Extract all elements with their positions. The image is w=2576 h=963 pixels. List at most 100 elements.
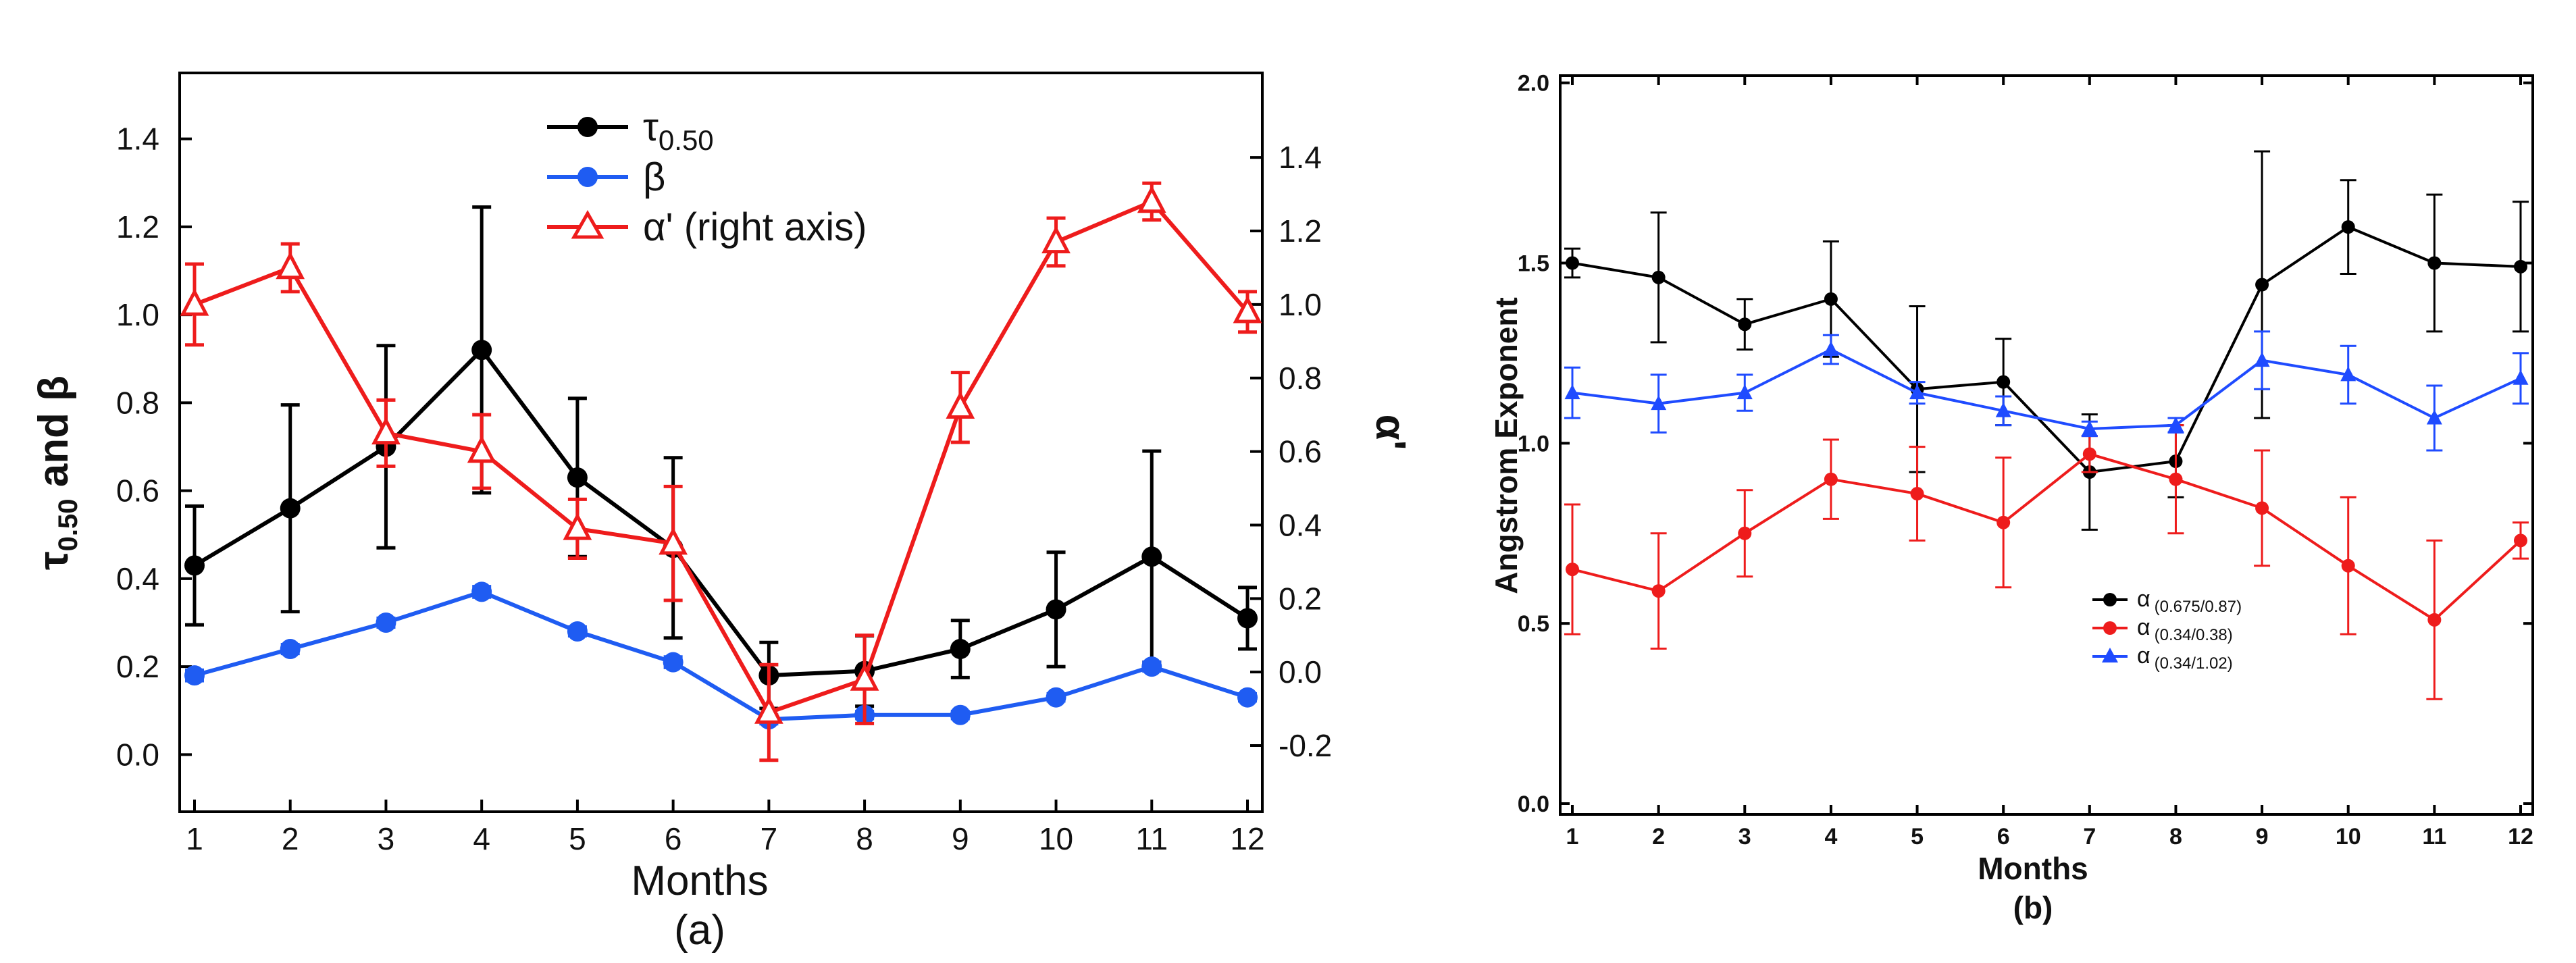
legend-alpha-34-102-sub: (0.34/1.02)	[2155, 654, 2233, 673]
legend-label-tau: τ0.50	[643, 105, 714, 156]
data-point	[1738, 317, 1752, 332]
legend-marker-alpha-prime	[571, 209, 604, 239]
x-tick-label: 1	[186, 821, 203, 856]
panel-b-legend: α (0.675/0.87) α (0.34/0.38) α (0.34/1.02)	[2092, 586, 2242, 673]
panel-a-panel-label: (a)	[674, 907, 725, 954]
y-tick-label: 1.0	[1518, 431, 1549, 457]
data-point	[946, 391, 975, 419]
data-point	[1566, 256, 1579, 270]
data-point	[950, 639, 971, 660]
y2-tick-label: 0.4	[1279, 507, 1322, 542]
series-line	[1572, 348, 2521, 430]
y2-tick-label: 1.4	[1279, 140, 1322, 175]
panel-a: 1 2 3 4 5 6 7 8 9 10 11 120.00.20.40.60.81.01.21.4-…	[30, 72, 1414, 954]
x-tick-label: 6	[1997, 824, 2010, 850]
legend-tau-sub: 0.50	[659, 124, 714, 156]
panel-a-plot-frame	[178, 72, 1264, 813]
legend-item-alpha-675-87: α (0.675/0.87)	[2092, 586, 2242, 616]
data-point	[280, 498, 301, 519]
data-point	[180, 288, 209, 316]
legend-marker-alpha-675-87	[2103, 593, 2117, 606]
x-tick-label: 11	[1135, 821, 1168, 856]
data-point	[850, 662, 879, 691]
data-point	[2513, 369, 2529, 385]
series-line	[193, 348, 1249, 678]
x-tick-label: 7	[2083, 824, 2096, 850]
data-point	[1046, 599, 1066, 620]
data-point	[563, 512, 592, 540]
legend-marker-alpha-34-38	[2103, 621, 2117, 635]
series-b-2	[1564, 330, 2529, 452]
legend-label-alpha-prime: α' (right axis)	[643, 205, 867, 249]
series-line	[194, 590, 1248, 722]
y-tick-label: 0.2	[116, 649, 159, 684]
data-point	[2340, 366, 2356, 382]
data-point	[1233, 295, 1262, 323]
data-point	[1995, 402, 2011, 417]
series-line	[193, 199, 1250, 715]
x-tick-label: 10	[1039, 821, 1073, 856]
series-b-1	[1564, 424, 2529, 700]
panel-a-ylabel-rest: and β	[30, 375, 77, 499]
legend-marker-tau	[577, 117, 598, 137]
y-tick-label: 1.2	[116, 209, 159, 244]
y2-tick-label: 0.0	[1279, 654, 1322, 689]
data-point	[184, 555, 205, 576]
data-point	[1237, 687, 1258, 708]
y2-tick-label: 0.2	[1279, 581, 1322, 616]
data-point	[371, 417, 401, 445]
panel-a-ylabel-sub: 0.50	[53, 499, 83, 552]
panel-a-ticks: 1 2 3 4 5 6 7 8 9 10 11 120.00.20.40.60.81.01.21.4-…	[116, 122, 1332, 856]
data-point	[567, 621, 588, 642]
y2-tick-label: 1.0	[1279, 287, 1322, 322]
x-tick-label: 4	[1824, 824, 1837, 850]
panel-b-ylabel: Angstrom Exponent	[1489, 297, 1524, 594]
legend-alpha-34-38-sub: (0.34/0.38)	[2155, 626, 2233, 644]
data-point	[471, 581, 492, 602]
data-point	[2427, 256, 2442, 270]
data-point	[2082, 420, 2098, 436]
series-a-1	[184, 581, 1258, 730]
data-point	[2426, 409, 2442, 425]
data-point	[276, 251, 305, 280]
panel-b-panel-label: (b)	[2013, 890, 2053, 925]
data-point	[2254, 352, 2270, 367]
panel-b: 1 2 3 4 5 6 7 8 9 10 11 120.00.51.01.52.0 Months (b…	[1489, 71, 2534, 925]
x-tick-label: 10	[2336, 824, 2361, 850]
legend-item-beta: β	[547, 155, 665, 199]
data-point	[1997, 375, 2011, 389]
panel-b-xlabel: Months	[1978, 851, 2088, 886]
legend-label-beta: β	[643, 155, 665, 199]
data-point	[1910, 487, 1924, 501]
y-tick-label: 0.5	[1518, 611, 1549, 637]
x-tick-label: 12	[2508, 824, 2533, 850]
y-tick-label: 1.5	[1518, 251, 1549, 277]
legend-label-alpha-34-38: α (0.34/0.38)	[2137, 615, 2233, 644]
x-tick-label: 5	[1911, 824, 1924, 850]
data-point	[2514, 533, 2527, 548]
data-point	[184, 665, 205, 686]
x-tick-label: 7	[761, 821, 778, 856]
y-tick-label: 0.4	[116, 561, 159, 596]
data-point	[663, 652, 684, 673]
legend-alpha-34-102-main: α	[2137, 643, 2150, 669]
y-tick-label: 2.0	[1518, 71, 1549, 97]
legend-tau-main: τ	[643, 105, 659, 149]
data-point	[1651, 395, 1667, 411]
data-point	[1564, 384, 1580, 400]
data-point	[1997, 515, 2011, 529]
legend-alpha-675-87-main: α	[2137, 586, 2150, 612]
data-point	[754, 696, 783, 724]
x-tick-label: 1	[1566, 824, 1579, 850]
legend-item-alpha-34-102: α (0.34/1.02)	[2092, 643, 2233, 673]
y2-tick-label: -0.2	[1279, 728, 1332, 763]
data-point	[1738, 526, 1752, 540]
data-point	[2167, 417, 2184, 432]
data-point	[1824, 472, 1838, 486]
y-tick-label: 0.6	[116, 473, 159, 509]
legend-marker-alpha-34-102	[2102, 648, 2118, 662]
panel-a-y2label: α'	[1367, 415, 1414, 450]
data-point	[471, 340, 492, 361]
x-tick-label: 8	[2169, 824, 2182, 850]
series-line	[1572, 226, 2521, 474]
